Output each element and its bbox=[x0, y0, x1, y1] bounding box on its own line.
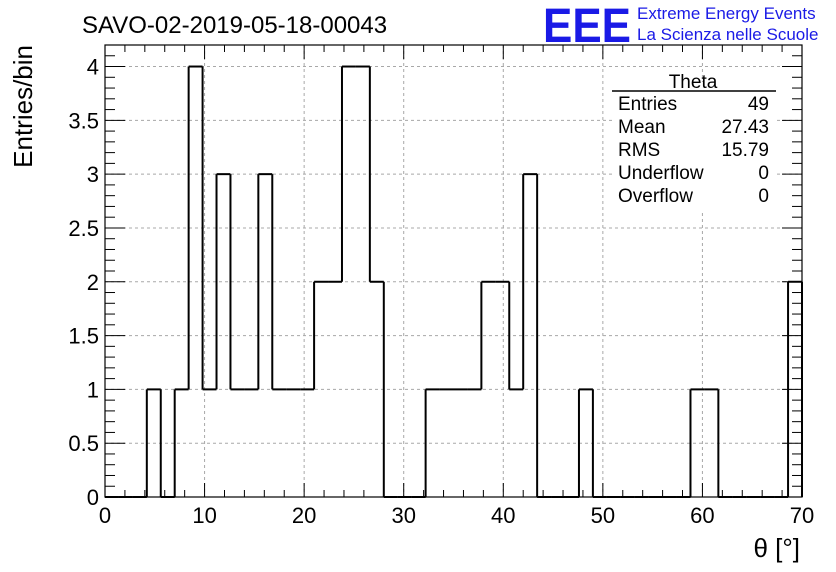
x-tick-label: 50 bbox=[591, 503, 615, 528]
x-tick-label: 0 bbox=[99, 503, 111, 528]
x-tick-label: 70 bbox=[790, 503, 814, 528]
y-tick-label: 3 bbox=[87, 162, 99, 187]
chart-title: SAVO-02-2019-05-18-00043 bbox=[82, 12, 387, 39]
x-axis-title: θ [°] bbox=[753, 533, 800, 563]
logo-line-2: La Scienza nelle Scuole bbox=[637, 25, 818, 44]
stats-box: Theta Entries 49 Mean 27.43 RMS 15.79 Un… bbox=[612, 72, 776, 210]
y-tick-label: 1 bbox=[87, 377, 99, 402]
x-tick-label: 30 bbox=[391, 503, 415, 528]
stats-label-underflow: Underflow bbox=[618, 163, 704, 184]
axis-ticks bbox=[104, 44, 803, 498]
stats-value-overflow: 0 bbox=[758, 186, 769, 207]
eee-logo-mark: EEE bbox=[543, 0, 631, 53]
y-tick-label: 2 bbox=[87, 270, 99, 295]
stats-value-mean: 27.43 bbox=[721, 117, 769, 138]
stats-label-entries: Entries bbox=[618, 94, 677, 115]
stats-label-overflow: Overflow bbox=[618, 186, 693, 207]
logo-line-1: Extreme Energy Events bbox=[637, 4, 816, 23]
y-tick-label: 4 bbox=[87, 55, 99, 80]
x-tick-label: 60 bbox=[690, 503, 714, 528]
x-tick-label: 10 bbox=[192, 503, 216, 528]
stats-value-underflow: 0 bbox=[758, 163, 769, 184]
y-axis-title: Entries/bin bbox=[8, 45, 38, 168]
y-tick-label: 0.5 bbox=[68, 431, 99, 456]
stats-value-entries: 49 bbox=[748, 94, 769, 115]
x-tick-label: 40 bbox=[491, 503, 515, 528]
y-tick-label: 2.5 bbox=[68, 216, 99, 241]
y-tick-label: 1.5 bbox=[68, 324, 99, 349]
x-tick-labels: 0 10 20 30 40 50 60 70 bbox=[99, 503, 814, 528]
y-tick-label: 0 bbox=[87, 485, 99, 510]
eee-logo: EEE Extreme Energy Events La Scienza nel… bbox=[543, 0, 818, 53]
stats-title: Theta bbox=[669, 72, 718, 93]
y-tick-labels: 0 0.5 1 1.5 2 2.5 3 3.5 4 bbox=[68, 55, 99, 510]
y-tick-label: 3.5 bbox=[68, 108, 99, 133]
stats-label-mean: Mean bbox=[618, 117, 666, 138]
x-tick-label: 20 bbox=[292, 503, 316, 528]
stats-value-rms: 15.79 bbox=[721, 140, 769, 161]
stats-label-rms: RMS bbox=[618, 140, 660, 161]
stats-box-background bbox=[612, 82, 776, 210]
